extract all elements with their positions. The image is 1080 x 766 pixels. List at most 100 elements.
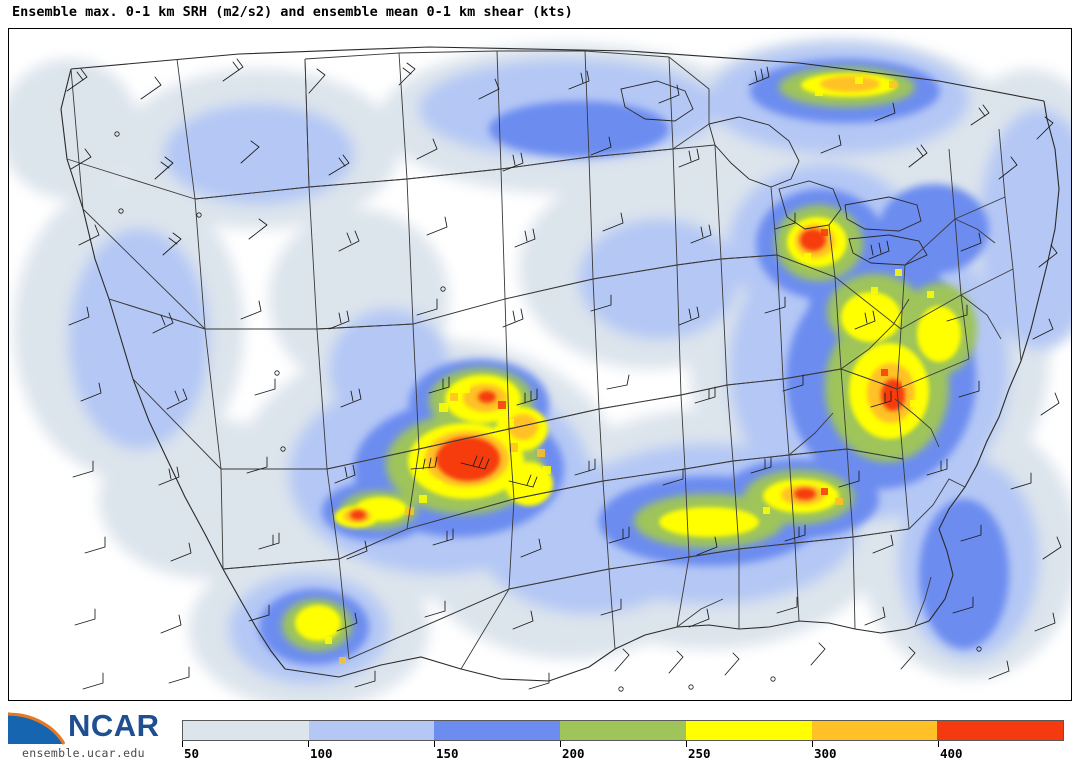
wind-barb <box>774 212 796 230</box>
wind-barb <box>346 540 368 560</box>
wind-barb <box>668 650 684 674</box>
wind-barb <box>1036 116 1054 140</box>
colorbar-tickmark <box>560 741 561 747</box>
wind-barb <box>998 156 1018 180</box>
wind-barb <box>960 524 982 542</box>
colorbar[interactable]: 50 100 150 200 250 300 400 <box>182 720 1064 764</box>
wind-barb <box>508 474 538 488</box>
wind-barb <box>724 652 740 676</box>
colorbar-tick-label: 400 <box>940 746 963 761</box>
colorbar-tickmark <box>812 741 813 747</box>
wind-barb <box>900 646 916 670</box>
wind-barb <box>1032 318 1054 340</box>
wind-barb <box>658 84 680 104</box>
wind-barb <box>1010 472 1032 490</box>
colorbar-tickmark <box>182 741 183 747</box>
colorbar-tick-label: 200 <box>562 746 585 761</box>
wind-barb <box>398 62 416 86</box>
colorbar-bands[interactable] <box>182 720 1064 741</box>
wind-barb <box>152 312 174 334</box>
wind-barb <box>908 144 928 168</box>
map-canvas[interactable] <box>9 29 1071 700</box>
ncar-wordmark: NCAR <box>68 708 160 743</box>
wind-barb <box>72 460 94 478</box>
wind-barb <box>952 596 974 614</box>
wind-barb <box>258 532 280 550</box>
wind-barb <box>960 232 982 252</box>
wind-barb <box>662 468 684 486</box>
wind-barb <box>354 670 376 688</box>
wind-barb <box>162 232 182 256</box>
wind-barb <box>872 534 894 554</box>
wind-barb <box>946 304 968 322</box>
state-borders <box>60 46 1060 682</box>
colorbar-tickmark <box>308 741 309 747</box>
colorbar-tick-label: 50 <box>184 746 200 761</box>
wind-barb <box>614 648 630 672</box>
wind-barb <box>426 216 448 236</box>
wind-barb <box>254 378 276 396</box>
wind-barb <box>248 218 268 240</box>
wind-barb <box>868 240 890 260</box>
wind-barb <box>80 382 102 402</box>
wind-barb <box>602 212 624 232</box>
wind-barb <box>870 390 892 408</box>
wind-barb <box>864 606 886 626</box>
wind-barb <box>410 456 438 470</box>
wind-barb <box>514 228 536 248</box>
colorbar-tick-label: 100 <box>310 746 333 761</box>
wind-barb <box>926 458 948 476</box>
wind-barb <box>84 536 106 554</box>
wind-barb <box>246 456 268 474</box>
wind-barb <box>678 148 700 168</box>
colorbar-band-150-200 <box>434 721 561 740</box>
wind-barb <box>520 538 542 558</box>
wind-barb <box>1038 244 1058 268</box>
wind-barb <box>502 152 524 172</box>
colorbar-tick-label: 250 <box>688 746 711 761</box>
wind-barb <box>606 374 630 390</box>
wind-barb-layer <box>66 58 1062 692</box>
colorbar-tickmark <box>434 741 435 747</box>
srh-speckle <box>311 77 934 664</box>
weather-map[interactable] <box>8 28 1072 701</box>
wind-barb <box>70 148 92 170</box>
wind-barb <box>854 310 876 330</box>
wind-barb <box>502 308 524 328</box>
ncar-url-label[interactable]: ensemble.ucar.edu <box>22 746 145 760</box>
wind-barb <box>154 156 174 180</box>
wind-barb <box>516 388 538 406</box>
wind-barb <box>958 380 980 398</box>
wind-barb <box>328 154 350 176</box>
colorbar-tickmark <box>938 741 939 747</box>
wind-barb <box>528 672 550 690</box>
ncar-sail-logo-icon <box>7 711 67 745</box>
colorbar-band-50-100 <box>183 721 309 740</box>
wind-barb <box>424 600 446 618</box>
colorbar-ticks: 50 100 150 200 250 300 400 <box>182 741 1064 764</box>
wind-barb <box>168 666 190 684</box>
wind-barb <box>248 604 270 622</box>
wind-barb <box>78 224 100 246</box>
wind-barb <box>432 528 454 546</box>
wind-barb <box>416 138 438 160</box>
wind-barb <box>460 455 490 470</box>
wind-barb <box>160 614 182 634</box>
wind-barb <box>874 102 896 122</box>
colorbar-band-300-400 <box>811 721 938 740</box>
wind-barb <box>340 388 362 408</box>
wind-barb <box>338 230 360 252</box>
colorbar-band-100-150 <box>308 721 435 740</box>
colorbar-band-400+ <box>937 721 1064 740</box>
footer-bar: NCAR ensemble.ucar.edu 50 100 150 200 250 300… <box>0 701 1080 766</box>
wind-barb <box>590 136 612 156</box>
wind-barb <box>1042 536 1062 560</box>
ncar-logo[interactable]: NCAR ensemble.ucar.edu <box>6 708 176 760</box>
wind-barb <box>748 66 770 86</box>
wind-barb <box>240 300 262 320</box>
wind-barb <box>158 466 180 486</box>
colorbar-band-250-300 <box>685 721 812 740</box>
wind-barb <box>590 294 612 312</box>
wind-barb <box>820 134 842 154</box>
wind-barb <box>66 68 88 92</box>
